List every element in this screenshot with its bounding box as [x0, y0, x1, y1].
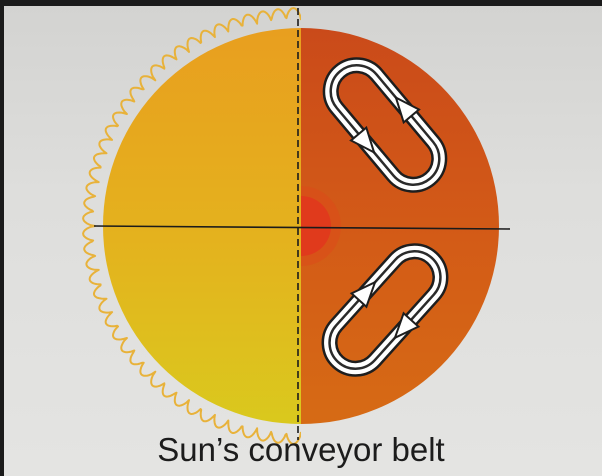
arrowhead: [349, 280, 377, 309]
core: [301, 186, 341, 266]
north-conveyor-loop-icon: [322, 57, 448, 193]
diagram-caption: Sun’s conveyor belt: [157, 431, 445, 468]
arrowhead: [393, 311, 421, 340]
equator-line: [93, 225, 511, 230]
arrowhead: [394, 95, 421, 125]
south-conveyor-loop-icon: [321, 243, 449, 377]
sun-left-half: [103, 28, 301, 424]
arrowhead: [349, 125, 376, 155]
